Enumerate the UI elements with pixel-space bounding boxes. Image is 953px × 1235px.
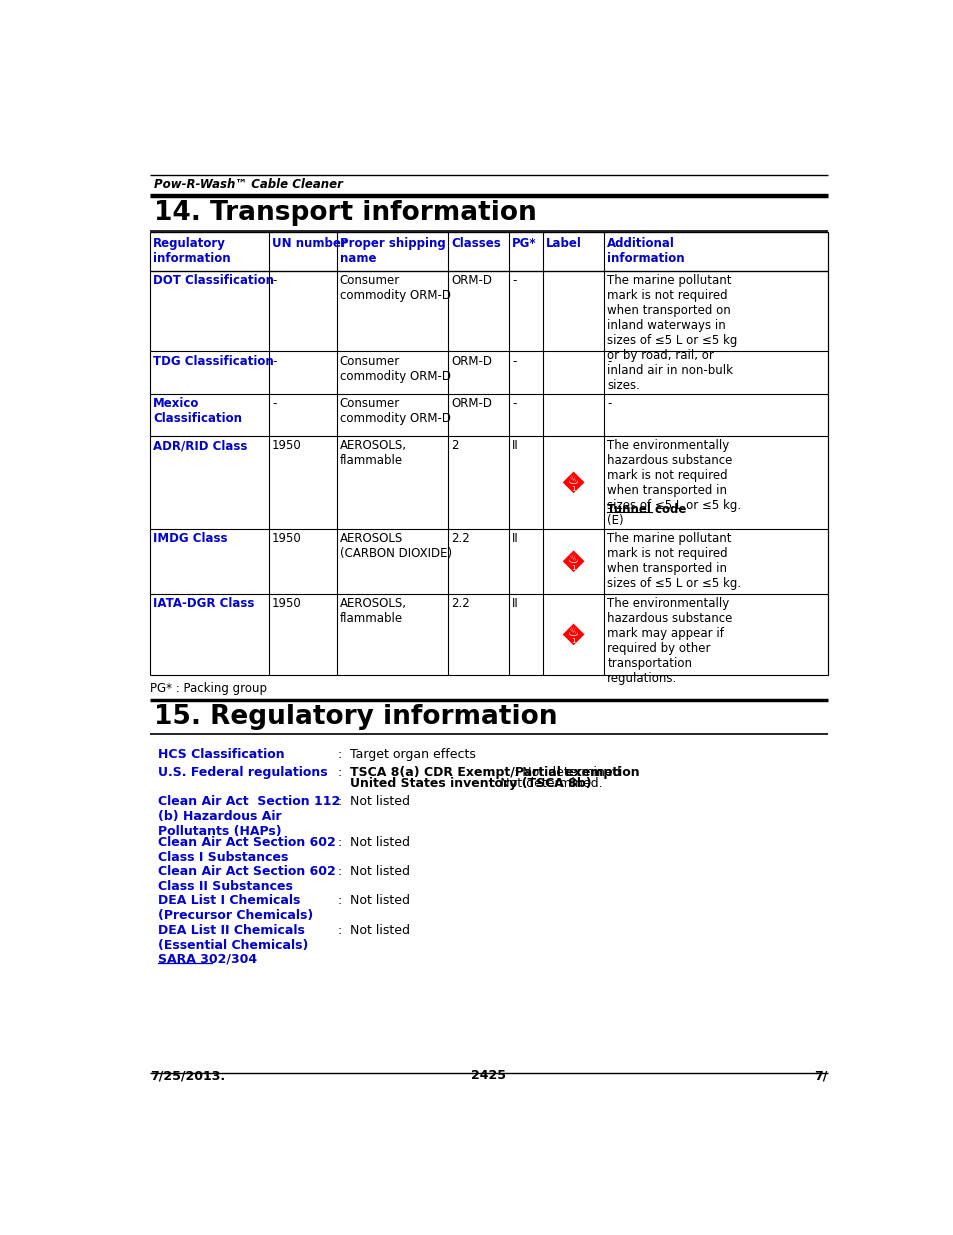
Text: AEROSOLS,
flammable: AEROSOLS, flammable [339,597,406,625]
Text: TDG Classification: TDG Classification [153,354,274,368]
Text: II: II [512,440,518,452]
Text: :: : [337,836,342,848]
Text: :: : [337,924,342,936]
Polygon shape [560,622,585,647]
Text: Regulatory
information: Regulatory information [153,237,231,264]
Text: Mexico
Classification: Mexico Classification [153,396,242,425]
Text: Clean Air Act Section 602
Class I Substances: Clean Air Act Section 602 Class I Substa… [158,836,335,863]
Text: The marine pollutant
mark is not required
when transported on
inland waterways i: The marine pollutant mark is not require… [606,274,737,391]
Text: Target organ effects: Target organ effects [350,748,476,761]
Text: United States inventory (TSCA 8b): United States inventory (TSCA 8b) [350,777,591,790]
Text: -: - [606,354,611,368]
Text: Tunnel code: Tunnel code [606,503,686,516]
Text: PG* : Packing group: PG* : Packing group [150,682,267,695]
Text: ORM-D: ORM-D [451,396,492,410]
Text: -: - [512,354,517,368]
Text: Not listed: Not listed [350,924,410,936]
Text: Consumer
commodity ORM-D: Consumer commodity ORM-D [339,274,450,301]
Text: 1950: 1950 [272,440,301,452]
Text: U.S. Federal regulations: U.S. Federal regulations [158,766,327,779]
Text: 1: 1 [571,566,576,572]
Text: :: : [337,766,342,779]
Text: IATA-DGR Class: IATA-DGR Class [153,597,254,610]
Text: Not listed: Not listed [350,795,410,808]
Text: (E): (E) [606,514,623,527]
Text: 1: 1 [571,638,576,645]
Text: 7/: 7/ [813,1070,827,1082]
Text: 2.2: 2.2 [451,531,470,545]
Text: -: - [606,396,611,410]
Text: :: : [337,748,342,761]
Text: The environmentally
hazardous substance
mark is not required
when transported in: The environmentally hazardous substance … [606,440,740,527]
Text: DEA List II Chemicals
(Essential Chemicals): DEA List II Chemicals (Essential Chemica… [158,924,308,952]
Text: Clean Air Act  Section 112
(b) Hazardous Air
Pollutants (HAPs): Clean Air Act Section 112 (b) Hazardous … [158,795,340,839]
Text: DOT Classification: DOT Classification [153,274,274,287]
Text: 15. Regulatory information: 15. Regulatory information [154,704,558,730]
Text: Consumer
commodity ORM-D: Consumer commodity ORM-D [339,354,450,383]
Text: ♨: ♨ [567,626,578,640]
Text: Pow-R-Wash™ Cable Cleaner: Pow-R-Wash™ Cable Cleaner [154,178,343,191]
Text: :: : [337,864,342,878]
Text: DEA List I Chemicals
(Precursor Chemicals): DEA List I Chemicals (Precursor Chemical… [158,894,313,923]
Text: :: : [337,795,342,808]
Text: 2.2: 2.2 [451,597,470,610]
Text: Consumer
commodity ORM-D: Consumer commodity ORM-D [339,396,450,425]
Text: Clean Air Act Section 602
Class II Substances: Clean Air Act Section 602 Class II Subst… [158,864,335,893]
Text: : Not determined.: : Not determined. [492,777,602,790]
Text: :: : [337,894,342,908]
Text: Proper shipping
name: Proper shipping name [339,237,445,264]
Text: 1950: 1950 [272,597,301,610]
Text: 1: 1 [571,487,576,493]
Text: -: - [512,274,517,287]
Text: ADR/RID Class: ADR/RID Class [153,440,248,452]
Text: -: - [272,396,276,410]
Text: -: - [512,396,517,410]
Text: -: - [272,354,276,368]
Text: TSCA 8(a) CDR Exempt/Partial exemption: TSCA 8(a) CDR Exempt/Partial exemption [350,766,639,779]
Text: 7/25/2013.: 7/25/2013. [150,1070,225,1082]
Text: The environmentally
hazardous substance
mark may appear if
required by other
tra: The environmentally hazardous substance … [606,597,732,685]
Text: UN number: UN number [272,237,346,249]
Text: 2425: 2425 [471,1070,506,1082]
Text: Not listed: Not listed [350,894,410,908]
Text: The marine pollutant
mark is not required
when transported in
sizes of ≤5 L or ≤: The marine pollutant mark is not require… [606,531,740,589]
Text: IMDG Class: IMDG Class [153,531,228,545]
Text: ♨: ♨ [567,553,578,567]
Text: -: - [272,274,276,287]
Text: Additional
information: Additional information [606,237,684,264]
Text: Not listed: Not listed [350,864,410,878]
Text: Not listed: Not listed [350,836,410,848]
Text: : Not determined: : Not determined [513,766,619,779]
Text: II: II [512,597,518,610]
Text: 2: 2 [451,440,458,452]
Text: Classes: Classes [451,237,500,249]
Text: AEROSOLS
(CARBON DIOXIDE): AEROSOLS (CARBON DIOXIDE) [339,531,452,559]
Text: 1950: 1950 [272,531,301,545]
Text: II: II [512,531,518,545]
Text: ORM-D: ORM-D [451,274,492,287]
Text: SARA 302/304: SARA 302/304 [158,953,257,966]
Text: AEROSOLS,
flammable: AEROSOLS, flammable [339,440,406,467]
Text: HCS Classification: HCS Classification [158,748,284,761]
Text: PG*: PG* [512,237,537,249]
Text: ORM-D: ORM-D [451,354,492,368]
Polygon shape [560,550,585,573]
Polygon shape [560,471,585,495]
Text: 14. Transport information: 14. Transport information [154,200,537,226]
Text: ♨: ♨ [567,474,578,488]
Text: Label: Label [546,237,581,249]
